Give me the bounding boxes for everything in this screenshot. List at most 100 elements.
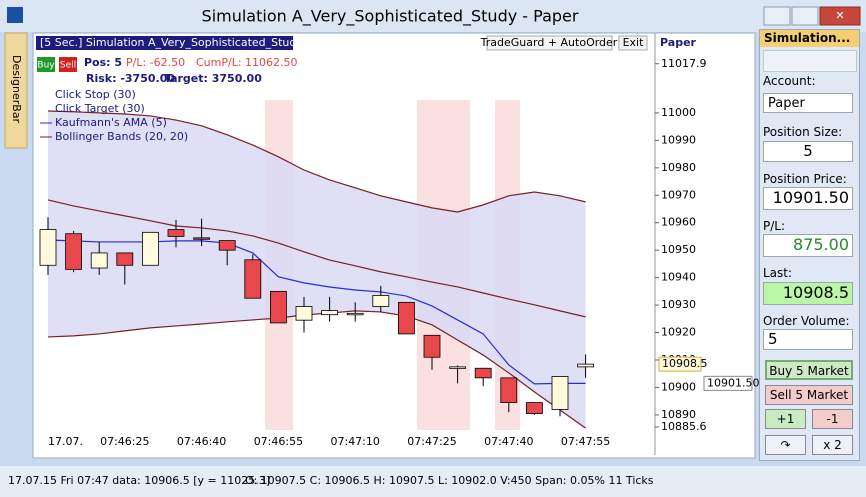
x-tick-label: 07:47:25: [407, 435, 456, 448]
band-fill: [48, 110, 586, 429]
x-tick-label: 07:47:55: [561, 435, 610, 448]
study-label: Click Target (30): [55, 102, 145, 115]
x-tick-label: 07:46:40: [177, 435, 226, 448]
account-select[interactable]: Paper: [763, 93, 853, 113]
date-label: 17.07.: [48, 435, 83, 448]
candle-body: [551, 376, 569, 410]
reverse-button[interactable]: ↷: [765, 435, 806, 455]
buy-label: Buy: [37, 61, 55, 71]
candle-body: [65, 233, 82, 270]
volume-field[interactable]: 5: [763, 329, 853, 350]
y-tick-label: 11017.9: [661, 57, 707, 70]
x-tick-label: 07:47:10: [330, 435, 379, 448]
cum-pl-text: CumP/L: 11062.50: [196, 56, 298, 69]
y-tick-label: 11000: [661, 106, 696, 119]
buy-button[interactable]: [37, 57, 55, 72]
candle-body: [167, 229, 185, 237]
close-icon: ✕: [835, 9, 844, 22]
ama-line: [47, 239, 586, 385]
status-left: 17.07.15 Fri 07:47 data: 10906.5 [y = 11…: [8, 474, 270, 487]
candle-body: [269, 290, 287, 324]
price-field: 10901.50: [763, 187, 853, 210]
candle-body: [423, 334, 441, 358]
candle-body: [218, 240, 236, 251]
y-tick-label: 10970: [661, 188, 696, 201]
last-price-label: 10908.5: [662, 357, 708, 370]
close-button[interactable]: [819, 6, 861, 26]
risk-text: Risk: -3750.00: [86, 72, 175, 85]
candle-body: [295, 306, 313, 321]
y-tick-label: 10990: [661, 133, 696, 146]
pl-text: P/L: -62.50: [126, 56, 185, 69]
y-tick-label: 10890: [661, 408, 696, 421]
designer-bar[interactable]: [4, 32, 28, 149]
window-title: Simulation A_Very_Sophisticated_Study - …: [202, 7, 579, 27]
candle-body: [397, 301, 415, 335]
candle-body: [526, 402, 543, 414]
y-tick-label: 10950: [661, 243, 696, 256]
ama-price-box: [703, 375, 753, 391]
y-tick-label: 10900: [661, 380, 696, 393]
buy-market-button[interactable]: Buy 5 Market: [765, 360, 853, 380]
exit-button[interactable]: [618, 35, 648, 51]
y-tick-label: 10960: [661, 216, 696, 229]
volume-caption: Order Volume:: [763, 314, 850, 328]
last-field: 10908.5: [763, 282, 853, 305]
x-tick-label: 07:46:25: [100, 435, 149, 448]
pl-field: 875.00: [763, 234, 853, 257]
target-text: Target: 3750.00: [164, 72, 262, 85]
candle-body: [116, 252, 134, 266]
legend-label: Bollinger Bands (20, 20): [55, 130, 188, 143]
app-icon: [7, 7, 23, 23]
size-field[interactable]: 5: [763, 141, 853, 162]
price-caption: Position Price:: [763, 172, 847, 186]
plus-button[interactable]: +1: [765, 409, 806, 429]
y-tick-label: 10920: [661, 326, 696, 339]
sell-button[interactable]: [59, 57, 77, 72]
x-tick-label: 07:47:40: [484, 435, 533, 448]
candle-body: [321, 310, 339, 316]
designer-bar-label: DesignerBar: [10, 55, 23, 124]
band-line: [47, 310, 586, 429]
band-line: [47, 199, 586, 318]
last-price-box: [658, 356, 702, 372]
y-tick-label: 10980: [661, 161, 696, 174]
y-tick-label: 10930: [661, 298, 696, 311]
band-line: [47, 110, 586, 213]
y-tick-label: 10885.6: [661, 420, 707, 433]
sell-label: Sell: [60, 61, 76, 71]
maximize-button[interactable]: [791, 6, 819, 26]
candle-body: [474, 367, 492, 379]
candle-body: [193, 237, 211, 240]
tradeguard-button[interactable]: [486, 35, 613, 51]
candle-body: [141, 231, 159, 266]
pl-caption: P/L:: [763, 219, 786, 233]
chart-caption: [5 Sec.] Simulation A_Very_Sophisticated…: [40, 36, 303, 49]
minus-button[interactable]: -1: [812, 409, 853, 429]
tradeguard-label: TradeGuard + AutoOrder: [480, 36, 618, 49]
double-button[interactable]: x 2: [812, 435, 853, 455]
status-right: O: 10907.5 C: 10906.5 H: 10907.5 L: 1090…: [245, 474, 654, 487]
legend-label: Kaufmann's AMA (5): [55, 116, 167, 129]
ama-price-label: 10901.50: [707, 376, 760, 389]
study-label: Click Stop (30): [55, 88, 136, 101]
panel-title: Simulation...: [760, 30, 859, 47]
candle-body: [244, 259, 262, 299]
candle-body: [500, 377, 518, 403]
chart-caption-box: [36, 36, 293, 50]
candle-body: [372, 295, 390, 307]
sell-market-button[interactable]: Sell 5 Market: [765, 385, 853, 405]
minimize-button[interactable]: [763, 6, 791, 26]
order-panel: Simulation... Account: Paper Position Si…: [759, 29, 860, 461]
candle-body: [577, 363, 594, 368]
candle-body: [346, 312, 364, 316]
candle-body: [90, 252, 108, 269]
exit-label: Exit: [623, 36, 645, 49]
y-tick-label: 10940: [661, 271, 696, 284]
size-caption: Position Size:: [763, 125, 843, 139]
account-label: Paper: [660, 36, 697, 49]
status-bar: [0, 466, 866, 497]
last-caption: Last:: [763, 266, 793, 280]
